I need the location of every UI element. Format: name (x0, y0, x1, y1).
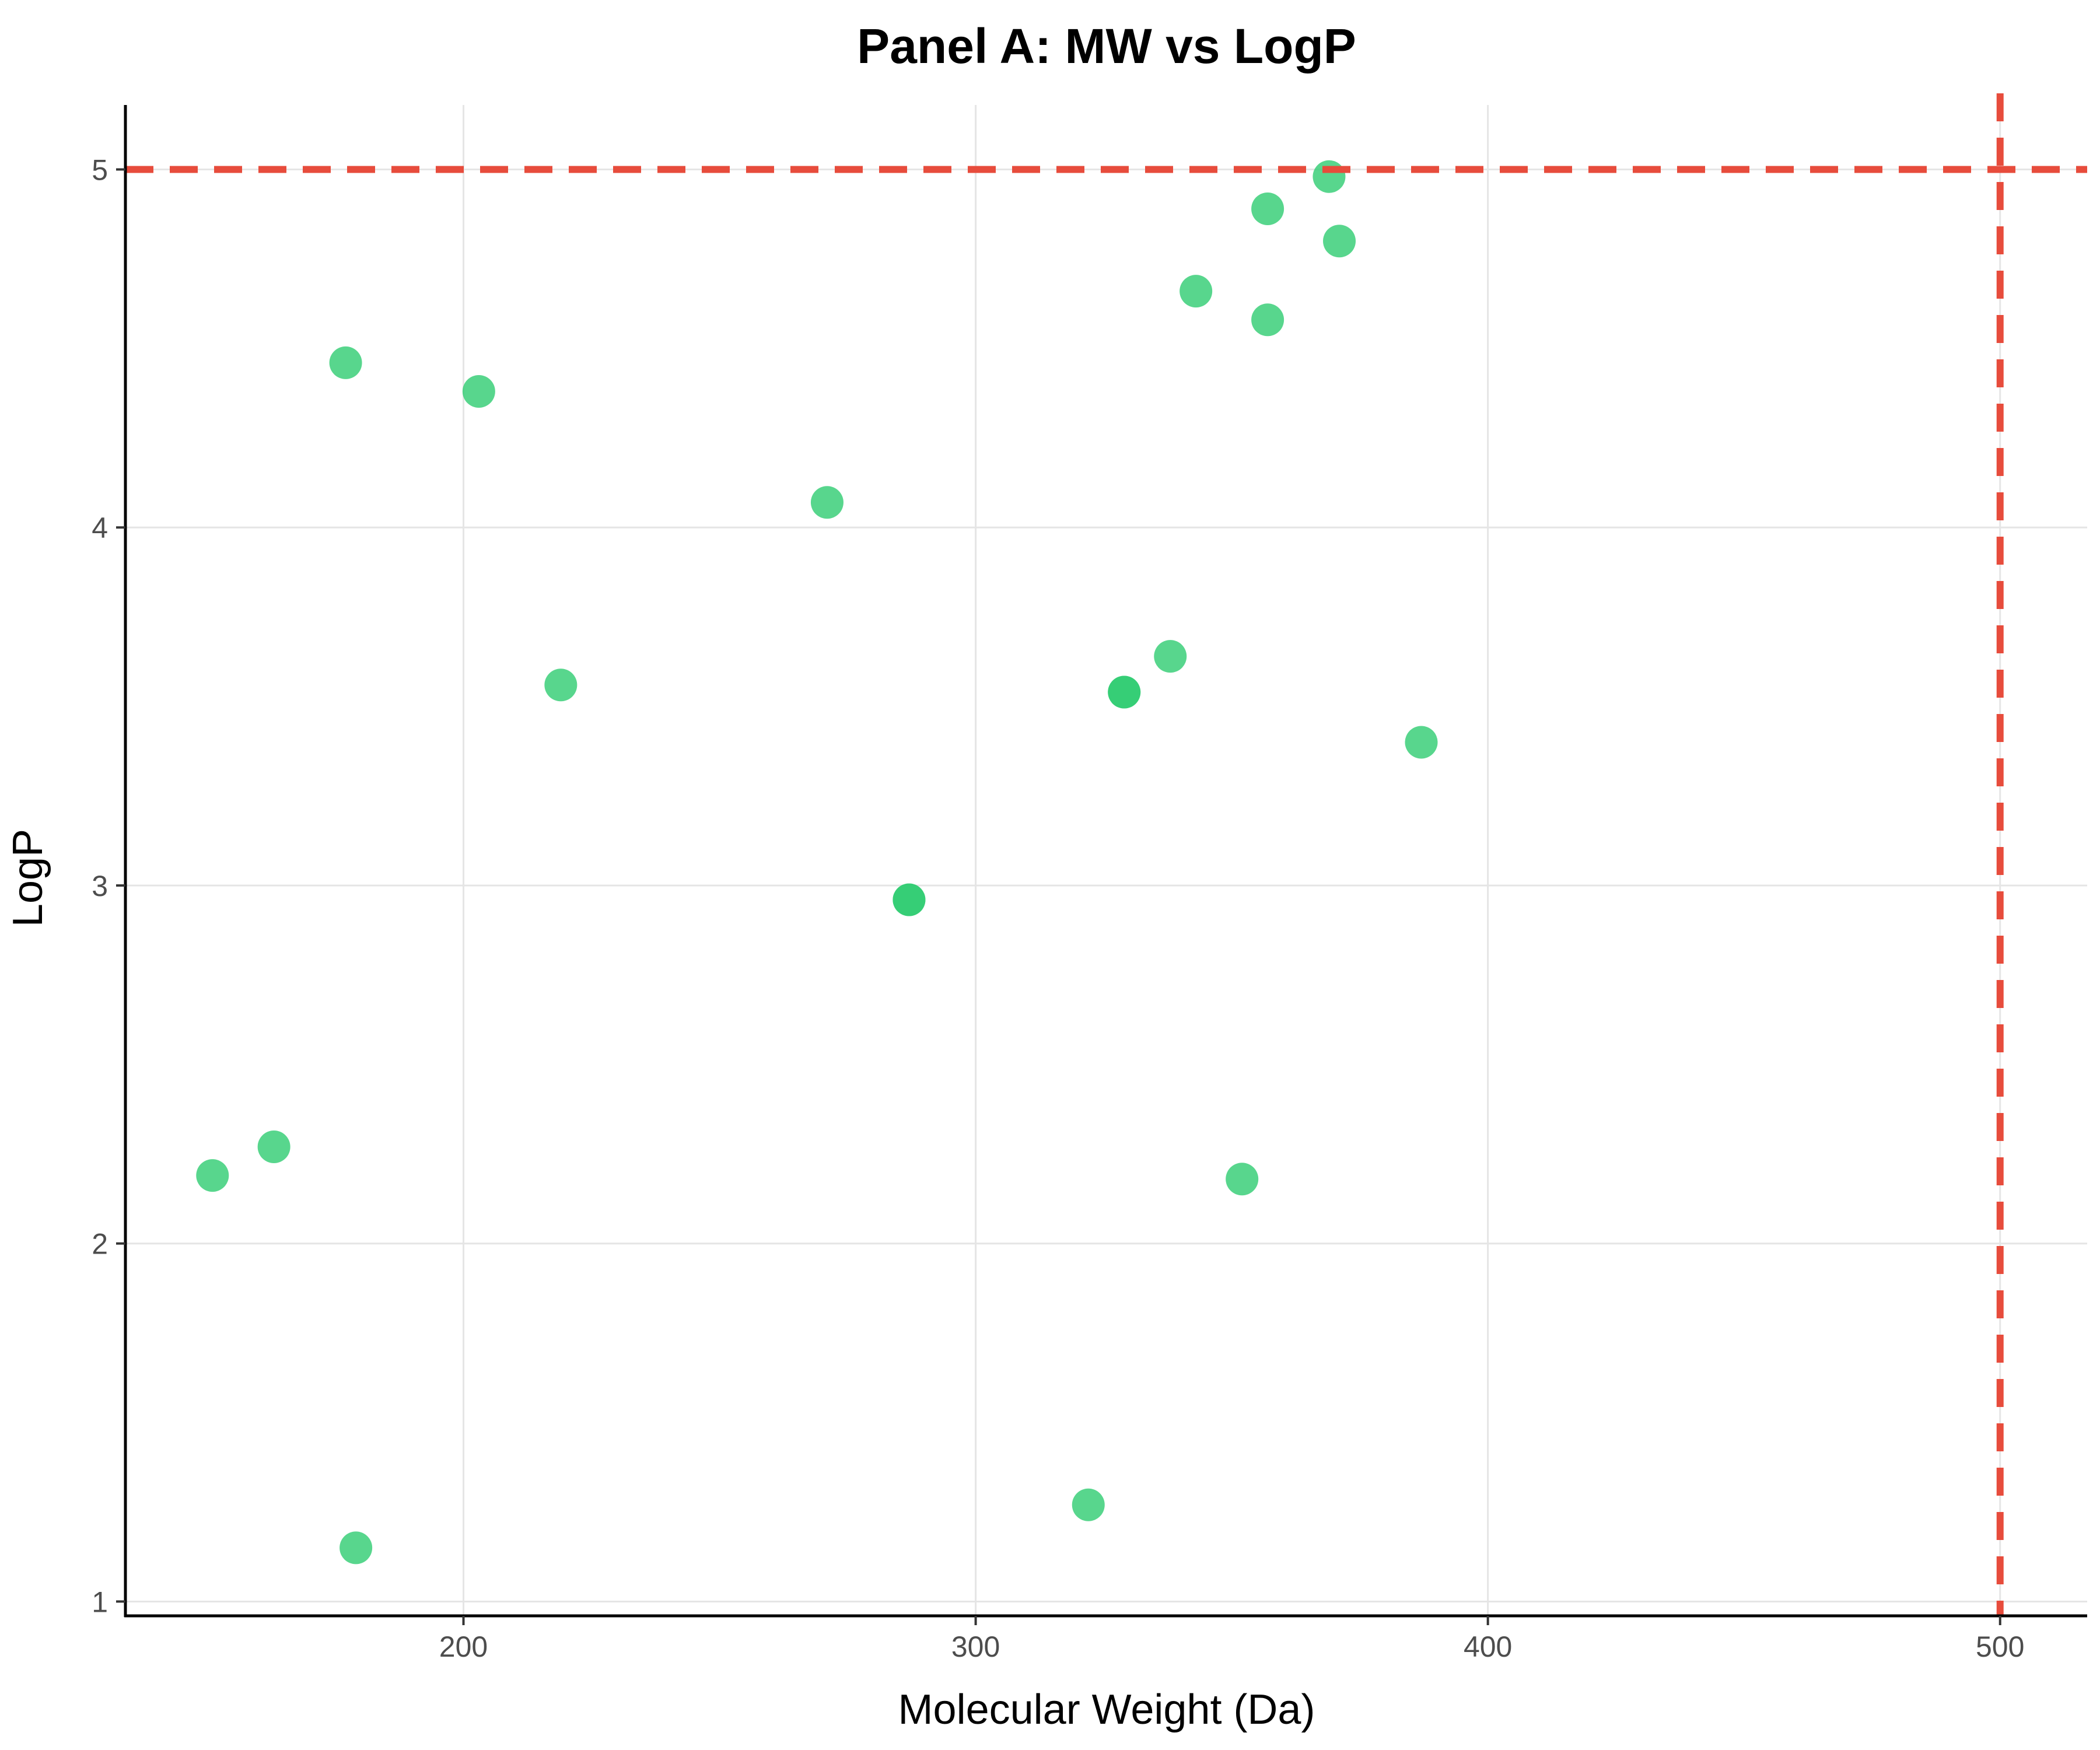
x-tick-label-400: 400 (1464, 1630, 1512, 1663)
data-point-16 (1251, 303, 1284, 337)
data-point-11 (1108, 676, 1141, 709)
x-tick-label-300: 300 (951, 1630, 1000, 1663)
data-point-14 (1226, 1163, 1259, 1196)
x-tick-label-500: 500 (1976, 1630, 2024, 1663)
data-point-8 (892, 883, 926, 916)
data-point-5 (544, 668, 578, 702)
data-point-6 (810, 486, 844, 519)
chart-title: Panel A: MW vs LogP (857, 19, 1356, 74)
y-tick-label-5: 5 (92, 153, 108, 186)
data-point-3 (340, 1531, 373, 1564)
data-point-13 (1180, 275, 1213, 308)
data-point-12 (1154, 640, 1187, 673)
x-tick-label-200: 200 (439, 1630, 488, 1663)
data-point-0 (196, 1159, 229, 1192)
y-tick-label-1: 1 (92, 1586, 108, 1618)
data-point-19 (1405, 726, 1438, 759)
y-tick-label-2: 2 (92, 1228, 108, 1261)
y-tick-label-4: 4 (92, 512, 108, 544)
x-axis-title: Molecular Weight (Da) (898, 1686, 1315, 1733)
data-point-18 (1323, 225, 1356, 258)
data-points (125, 93, 2087, 1616)
ticks: 200 300 400 500 1 2 3 4 5 (92, 153, 2024, 1663)
data-point-1 (257, 1130, 290, 1163)
y-axis-title: LogP (5, 829, 51, 927)
data-point-4 (462, 374, 495, 408)
data-point-17 (1312, 160, 1346, 193)
data-point-15 (1251, 192, 1284, 225)
data-point-9 (1072, 1488, 1105, 1521)
y-tick-label-3: 3 (92, 870, 108, 902)
axes (124, 105, 2087, 1618)
data-point-2 (329, 346, 362, 379)
